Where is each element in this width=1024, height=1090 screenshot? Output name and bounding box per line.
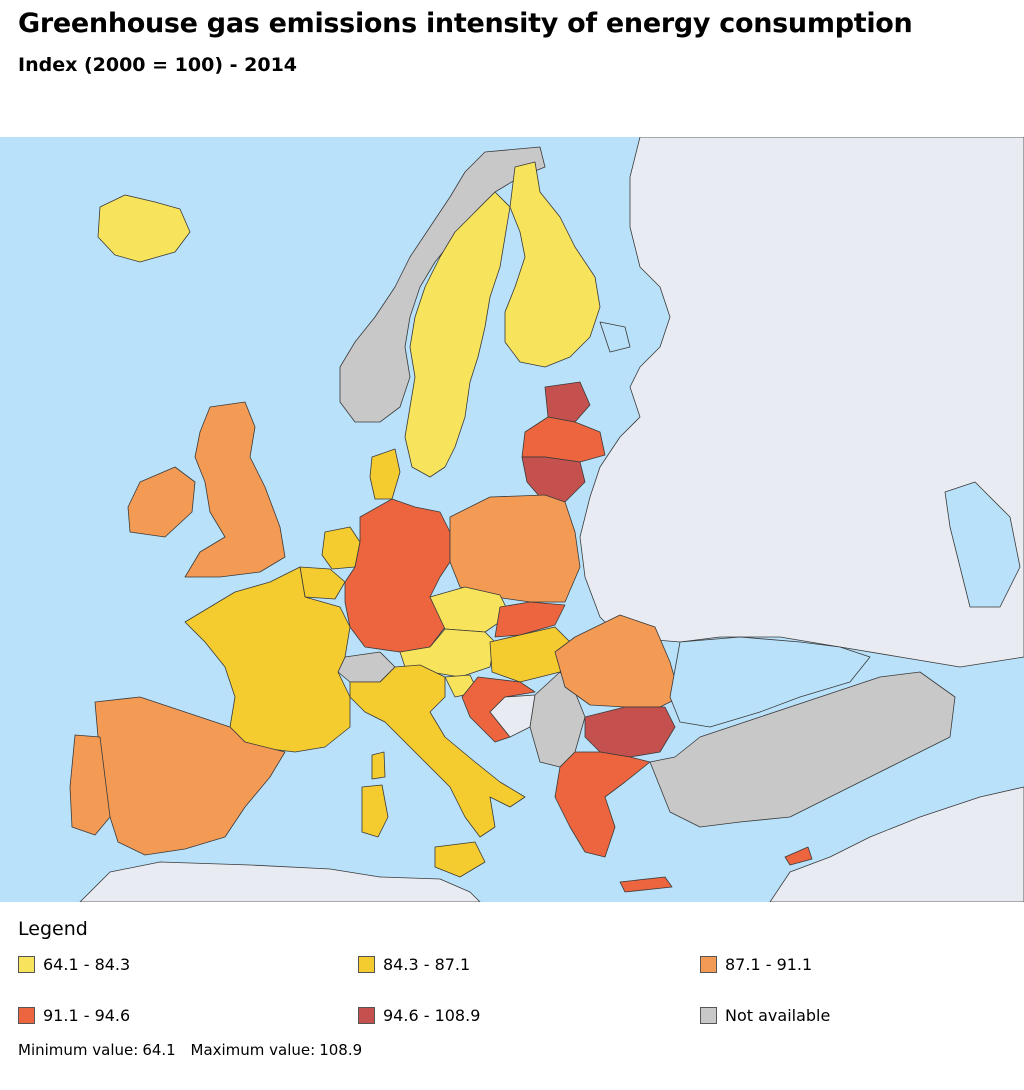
country-france: [184, 566, 351, 753]
map-title: Greenhouse gas emissions intensity of en…: [18, 8, 913, 39]
country-sweden: [404, 191, 511, 478]
region-middle-east: [769, 786, 1024, 902]
region-east: [579, 137, 1024, 668]
min-max-summary: Minimum value: 64.1 Maximum value: 108.9: [18, 1041, 366, 1059]
legend-title: Legend: [18, 918, 88, 940]
country-estonia: [544, 381, 591, 423]
country-slovakia: [494, 601, 566, 638]
map-subtitle: Index (2000 = 100) - 2014: [18, 54, 298, 76]
min-label: Minimum value:: [18, 1041, 139, 1059]
country-poland: [449, 494, 581, 603]
legend-swatch: [18, 956, 35, 973]
country-iceland: [97, 194, 191, 263]
country-bulgaria: [584, 706, 676, 758]
legend-label: 94.6 - 108.9: [383, 1006, 481, 1025]
black-sea: [669, 636, 871, 728]
legend-item-1: 64.1 - 84.3: [18, 955, 130, 974]
legend-swatch: [700, 1007, 717, 1024]
country-italy-sardinia: [361, 784, 389, 838]
country-greece-crete: [619, 876, 673, 893]
legend-label: 87.1 - 91.1: [725, 955, 813, 974]
country-turkey: [649, 671, 956, 828]
max-label: Maximum value:: [190, 1041, 316, 1059]
country-portugal: [69, 734, 111, 836]
legend-swatch: [18, 1007, 35, 1024]
legend-item-5: 94.6 - 108.9: [358, 1006, 480, 1025]
country-netherlands: [321, 526, 361, 570]
country-germany: [344, 498, 451, 653]
min-value: 64.1: [142, 1041, 176, 1059]
legend-label: 84.3 - 87.1: [383, 955, 471, 974]
legend-swatch: [700, 956, 717, 973]
country-cyprus: [784, 846, 813, 866]
legend-item-2: 84.3 - 87.1: [358, 955, 470, 974]
europe-map: [0, 137, 1024, 902]
legend-item-3: 87.1 - 91.1: [700, 955, 812, 974]
country-finland: [504, 161, 601, 368]
country-greece: [554, 751, 651, 858]
legend-label: Not available: [725, 1006, 831, 1025]
caspian-sea: [944, 481, 1021, 608]
legend-swatch: [358, 1007, 375, 1024]
country-lithuania: [521, 456, 586, 503]
country-italy: [349, 664, 526, 838]
country-ireland: [127, 466, 196, 538]
legend-item-6: Not available: [700, 1006, 830, 1025]
legend-swatch: [358, 956, 375, 973]
country-italy-sicily: [434, 841, 486, 878]
legend-label: 64.1 - 84.3: [43, 955, 131, 974]
lake-ladoga: [599, 321, 631, 353]
country-france-corsica: [371, 751, 386, 780]
max-value: 108.9: [319, 1041, 363, 1059]
legend-label: 91.1 - 94.6: [43, 1006, 131, 1025]
region-north-africa: [79, 861, 481, 902]
country-uk: [184, 401, 286, 578]
legend-item-4: 91.1 - 94.6: [18, 1006, 130, 1025]
